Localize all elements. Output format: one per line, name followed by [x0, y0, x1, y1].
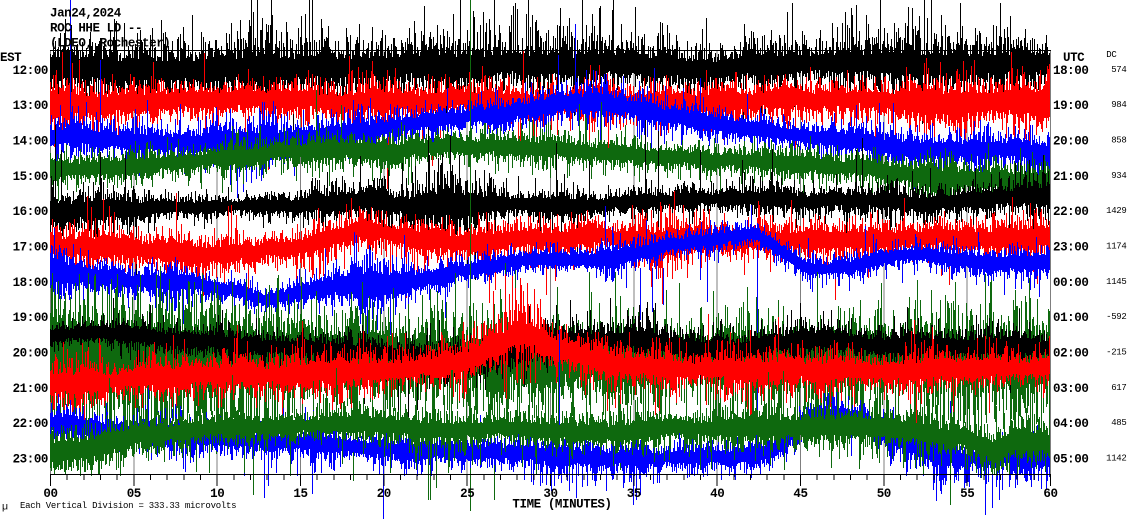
- svg-text:23:00: 23:00: [1053, 240, 1088, 254]
- svg-text:µ: µ: [2, 503, 8, 514]
- svg-text:22:00: 22:00: [1053, 205, 1088, 219]
- svg-text:60: 60: [1043, 487, 1057, 501]
- svg-text:35: 35: [627, 487, 641, 501]
- svg-text:04:00: 04:00: [1053, 417, 1088, 431]
- svg-text:18:00: 18:00: [13, 276, 48, 290]
- svg-text:21:00: 21:00: [13, 382, 48, 396]
- svg-text:19:00: 19:00: [1053, 99, 1088, 113]
- svg-text:19:00: 19:00: [13, 311, 48, 325]
- svg-text:21:00: 21:00: [1053, 170, 1088, 184]
- svg-text:40: 40: [710, 487, 724, 501]
- svg-text:23:00: 23:00: [13, 452, 48, 466]
- svg-text:10: 10: [210, 487, 224, 501]
- svg-text:12:00: 12:00: [13, 64, 48, 78]
- svg-text:485: 485: [1111, 418, 1126, 428]
- svg-text:1174: 1174: [1106, 241, 1126, 251]
- svg-text:18:00: 18:00: [1053, 64, 1088, 78]
- svg-text:574: 574: [1111, 65, 1126, 75]
- svg-text:16:00: 16:00: [13, 205, 48, 219]
- svg-text:13:00: 13:00: [13, 99, 48, 113]
- svg-text:UTC: UTC: [1063, 51, 1085, 65]
- svg-text:14:00: 14:00: [13, 135, 48, 149]
- svg-text:-592: -592: [1106, 312, 1126, 322]
- svg-text:15:00: 15:00: [13, 170, 48, 184]
- svg-text:22:00: 22:00: [13, 417, 48, 431]
- svg-text:858: 858: [1111, 136, 1126, 146]
- svg-text:20:00: 20:00: [13, 346, 48, 360]
- svg-text:05: 05: [127, 487, 141, 501]
- svg-text:-215: -215: [1106, 347, 1126, 357]
- svg-text:55: 55: [960, 487, 974, 501]
- svg-text:02:00: 02:00: [1053, 346, 1088, 360]
- svg-text:30: 30: [543, 487, 557, 501]
- svg-text:DC: DC: [1106, 50, 1117, 60]
- svg-text:1429: 1429: [1106, 206, 1126, 216]
- svg-text:Each Vertical Division = 333.: Each Vertical Division = 333.33 microvol…: [20, 501, 236, 511]
- svg-text:(LDEO, Rochester): (LDEO, Rochester): [50, 37, 170, 51]
- svg-text:00:00: 00:00: [1053, 276, 1088, 290]
- svg-text:50: 50: [877, 487, 891, 501]
- svg-text:984: 984: [1111, 100, 1126, 110]
- svg-text:20:00: 20:00: [1053, 135, 1088, 149]
- svg-text:934: 934: [1111, 171, 1126, 181]
- svg-text:ROC HHE LD --: ROC HHE LD --: [50, 22, 142, 36]
- svg-text:EST: EST: [0, 51, 22, 65]
- svg-text:1145: 1145: [1106, 277, 1126, 287]
- svg-text:01:00: 01:00: [1053, 311, 1088, 325]
- svg-text:1142: 1142: [1106, 453, 1126, 463]
- svg-text:45: 45: [793, 487, 807, 501]
- svg-text:Jan24,2024: Jan24,2024: [50, 7, 122, 21]
- svg-text:03:00: 03:00: [1053, 382, 1088, 396]
- svg-text:15: 15: [293, 487, 307, 501]
- svg-text:TIME (MINUTES): TIME (MINUTES): [512, 498, 611, 512]
- svg-text:20: 20: [377, 487, 391, 501]
- svg-text:05:00: 05:00: [1053, 452, 1088, 466]
- svg-text:617: 617: [1111, 383, 1126, 393]
- svg-text:00: 00: [43, 487, 57, 501]
- svg-text:25: 25: [460, 487, 474, 501]
- svg-text:17:00: 17:00: [13, 240, 48, 254]
